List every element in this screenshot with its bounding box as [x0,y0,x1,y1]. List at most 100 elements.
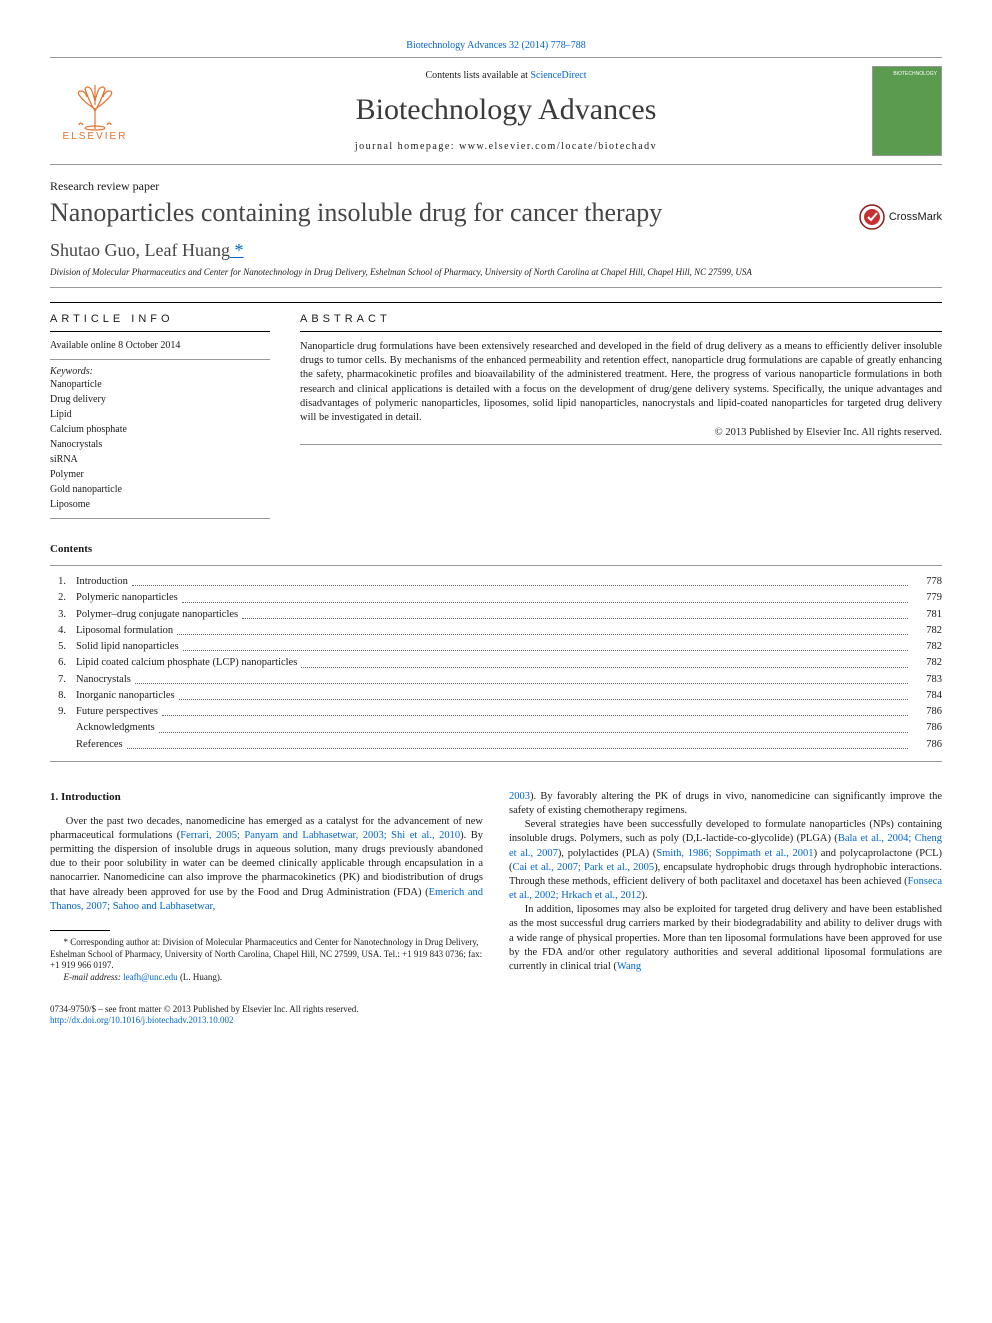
available-online: Available online 8 October 2014 [50,340,270,360]
toc-row[interactable]: 4.Liposomal formulation782 [50,623,942,639]
citation-link[interactable]: Cai et al., 2007; Park et al., 2005 [513,862,655,873]
paper-type: Research review paper [50,179,942,194]
meta-abstract-row: article info Available online 8 October … [50,302,942,519]
toc-page: 784 [912,688,942,704]
keyword: siRNA [50,452,270,467]
copyright-line: © 2013 Published by Elsevier Inc. All ri… [300,427,942,445]
toc-number: 5. [50,639,76,655]
toc-row[interactable]: 9.Future perspectives786 [50,704,942,720]
toc-page: 782 [912,655,942,671]
body-paragraph: Over the past two decades, nanomedicine … [50,815,483,914]
crossmark-text: CrossMark [889,211,942,223]
toc-row[interactable]: Acknowledgments786 [50,720,942,736]
toc-page: 786 [912,737,942,753]
citation-link[interactable]: Biotechnology Advances 32 (2014) 778–788 [406,40,585,51]
cover-label: BIOTECHNOLOGY [893,71,937,77]
text: ). By favorably altering the PK of drugs… [509,791,942,816]
contents-prefix: Contents lists available at [425,70,530,81]
contents-section: Contents 1.Introduction7782.Polymeric na… [50,543,942,762]
citation-link[interactable]: Smith, 1986; Soppimath et al., 2001 [656,848,813,859]
journal-cover-thumb: BIOTECHNOLOGY [872,66,942,156]
keywords-list: Nanoparticle Drug delivery Lipid Calcium… [50,377,270,519]
keyword: Lipid [50,407,270,422]
footnote-separator [50,930,110,931]
keyword: Gold nanoparticle [50,482,270,497]
toc-number [50,737,76,753]
toc-dots [127,737,908,749]
body-paragraph: In addition, liposomes may also be explo… [509,903,942,974]
toc-number: 4. [50,623,76,639]
corresponding-author-link[interactable]: * [230,240,244,260]
toc-dots [135,672,908,684]
page: Biotechnology Advances 32 (2014) 778–788… [0,0,992,1067]
toc-page: 782 [912,623,942,639]
footer-block: 0734-9750/$ – see front matter © 2013 Pu… [50,1004,483,1027]
toc-page: 786 [912,704,942,720]
article-info-heading: article info [50,303,270,332]
elsevier-tree-icon [65,81,125,131]
abstract-col: abstract Nanoparticle drug formulations … [300,303,942,519]
toc-dots [242,607,908,619]
keyword: Polymer [50,467,270,482]
authors-names: Shutao Guo, Leaf Huang [50,240,230,260]
toc-number: 1. [50,574,76,590]
corresponding-author-footnote: * Corresponding author at: Division of M… [50,937,483,972]
contents-lists-line: Contents lists available at ScienceDirec… [140,70,872,81]
toc-title: Polymer–drug conjugate nanoparticles [76,607,238,623]
authors: Shutao Guo, Leaf Huang * [50,240,942,261]
contents-heading: Contents [50,543,942,555]
toc-row[interactable]: 3.Polymer–drug conjugate nanoparticles78… [50,607,942,623]
toc-row[interactable]: References 786 [50,737,942,753]
toc-dots [162,704,908,716]
text: ). [641,890,647,901]
toc-row[interactable]: 5.Solid lipid nanoparticles 782 [50,639,942,655]
keyword: Nanocrystals [50,437,270,452]
divider [50,287,942,288]
toc-dots [177,623,908,635]
elsevier-text: ELSEVIER [63,131,128,142]
toc-title: References [76,737,123,753]
toc-dots [159,720,908,732]
toc: 1.Introduction7782.Polymeric nanoparticl… [50,565,942,762]
citation-link[interactable]: Ferrari, 2005; Panyam and Labhasetwar, 2… [180,830,460,841]
toc-number: 7. [50,672,76,688]
abstract-heading: abstract [300,303,942,332]
journal-homepage: journal homepage: www.elsevier.com/locat… [140,141,872,152]
toc-title: Polymeric nanoparticles [76,590,178,606]
toc-row[interactable]: 8.Inorganic nanoparticles 784 [50,688,942,704]
doi-link[interactable]: http://dx.doi.org/10.1016/j.biotechadv.2… [50,1015,234,1025]
email-link[interactable]: leafh@unc.edu [123,972,178,982]
toc-title: Solid lipid nanoparticles [76,639,179,655]
toc-page: 779 [912,590,942,606]
citation-link[interactable]: 2003 [509,791,530,802]
toc-page: 786 [912,720,942,736]
crossmark-badge[interactable]: CrossMark [859,204,942,230]
toc-row[interactable]: 2.Polymeric nanoparticles779 [50,590,942,606]
section-1-heading: 1. Introduction [50,790,483,805]
article-info-col: article info Available online 8 October … [50,303,270,519]
citation-link[interactable]: Wang [617,961,641,972]
body-col-right: 2003). By favorably altering the PK of d… [509,790,942,1027]
toc-dots [183,639,908,651]
toc-title: Introduction [76,574,128,590]
sciencedirect-link[interactable]: ScienceDirect [530,70,586,81]
body-columns: 1. Introduction Over the past two decade… [50,790,942,1027]
toc-number [50,720,76,736]
keywords-label: Keywords: [50,366,270,377]
toc-row[interactable]: 6.Lipid coated calcium phosphate (LCP) n… [50,655,942,671]
toc-row[interactable]: 7.Nanocrystals783 [50,672,942,688]
toc-number: 8. [50,688,76,704]
toc-page: 781 [912,607,942,623]
toc-page: 782 [912,639,942,655]
toc-title: Inorganic nanoparticles [76,688,175,704]
abstract-text: Nanoparticle drug formulations have been… [300,340,942,425]
toc-number: 6. [50,655,76,671]
body-col-left: 1. Introduction Over the past two decade… [50,790,483,1027]
toc-row[interactable]: 1.Introduction778 [50,574,942,590]
email-suffix: (L. Huang). [178,972,223,982]
homepage-url: www.elsevier.com/locate/biotechadv [459,141,657,152]
elsevier-logo: ELSEVIER [50,66,140,156]
front-matter-line: 0734-9750/$ – see front matter © 2013 Pu… [50,1004,483,1016]
toc-page: 783 [912,672,942,688]
keyword: Liposome [50,497,270,512]
